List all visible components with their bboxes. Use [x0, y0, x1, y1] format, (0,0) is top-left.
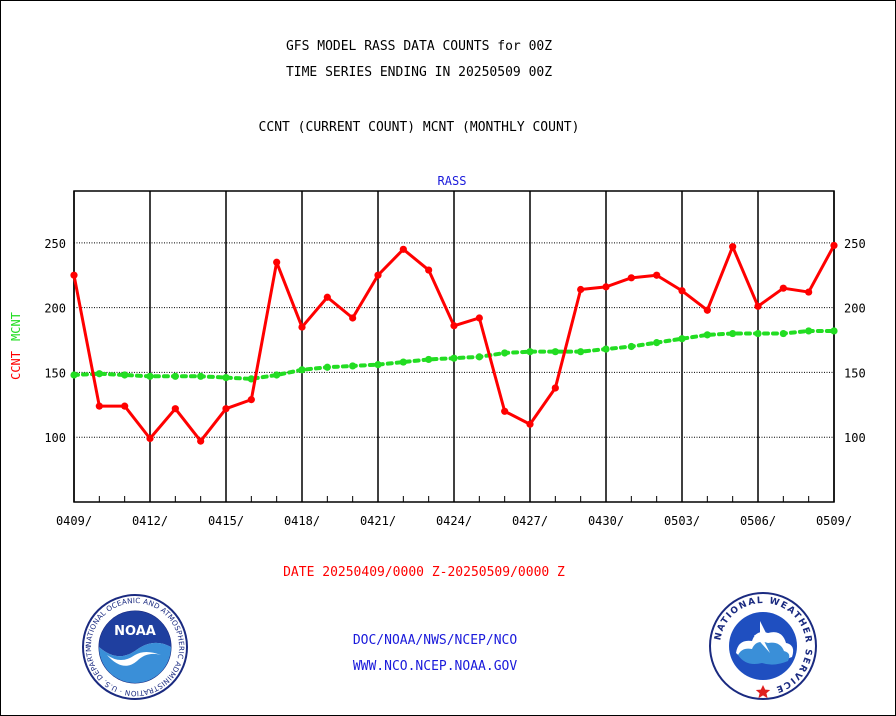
data-point-ccnt [273, 258, 281, 266]
data-point-mcnt [450, 354, 458, 362]
data-point-ccnt [779, 284, 787, 292]
data-point-mcnt [779, 329, 787, 338]
data-point-ccnt [501, 407, 509, 415]
data-point-mcnt [222, 374, 230, 382]
data-point-ccnt [247, 396, 255, 404]
data-point-mcnt [298, 366, 306, 374]
x-axis-date-range: DATE 20250409/0000 Z-20250509/0000 Z [283, 565, 565, 580]
data-point-ccnt [323, 293, 331, 301]
data-point-mcnt [577, 348, 585, 356]
y-tick-label-right: 200 [844, 302, 866, 316]
x-tick-label: 0503/ [664, 514, 700, 528]
y-tick-label-left: 150 [44, 366, 66, 380]
data-point-ccnt [349, 314, 357, 322]
data-point-ccnt [450, 322, 458, 330]
data-point-mcnt [830, 327, 838, 335]
x-tick-label: 0412/ [132, 514, 168, 528]
y-tick-label-left: 200 [44, 302, 66, 316]
panel-label: RASS [438, 174, 467, 188]
x-tick-label: 0415/ [208, 514, 244, 528]
nws-logo: NATIONAL WEATHER SERVICE [709, 592, 817, 700]
data-point-mcnt [754, 329, 762, 338]
noaa-logo: NATIONAL OCEANIC AND ATMOSPHERIC ADMINIS… [81, 593, 188, 700]
data-point-ccnt [95, 402, 103, 410]
data-point-ccnt [551, 384, 559, 392]
data-point-mcnt [273, 371, 281, 379]
x-tick-label: 0506/ [740, 514, 776, 528]
data-point-ccnt [475, 314, 483, 322]
y-axis-label-mcnt: MCNT [9, 312, 23, 341]
data-point-mcnt [374, 361, 382, 369]
x-tick-label: 0427/ [512, 514, 548, 528]
data-point-mcnt [70, 371, 78, 379]
x-tick-label: 0424/ [436, 514, 472, 528]
data-point-mcnt [247, 375, 255, 383]
data-point-ccnt [703, 306, 711, 314]
noaa-logo-text: NOAA [114, 624, 156, 639]
data-point-ccnt [425, 266, 433, 274]
y-tick-label-right: 250 [844, 237, 866, 251]
data-point-mcnt [399, 358, 407, 366]
data-point-mcnt [729, 329, 737, 338]
y-axis-label: CCNT MCNT [9, 312, 23, 380]
data-point-ccnt [830, 241, 838, 250]
data-point-ccnt [678, 287, 686, 295]
y-tick-label-right: 150 [844, 366, 866, 380]
data-point-mcnt [146, 372, 154, 380]
data-point-ccnt [121, 402, 129, 410]
y-tick-label-right: 100 [844, 431, 866, 445]
data-point-ccnt [805, 288, 813, 296]
credit-agency: DOC/NOAA/NWS/NCEP/NCO [352, 633, 518, 648]
chart-subtitle: TIME SERIES ENDING IN 20250509 00Z [285, 65, 553, 80]
x-tick-label: 0409/ [56, 514, 92, 528]
data-point-ccnt [627, 274, 635, 282]
data-point-ccnt [374, 271, 382, 279]
data-point-ccnt [197, 437, 205, 445]
y-tick-label-left: 250 [44, 237, 66, 251]
data-point-mcnt [475, 353, 483, 361]
x-tick-label: 0430/ [588, 514, 624, 528]
rass-chart: 100 100 150 150 200 200 250 250 0409/0412/0415/0… [9, 174, 866, 528]
data-point-mcnt [653, 339, 661, 347]
data-point-ccnt [653, 271, 661, 279]
data-point-mcnt [526, 348, 534, 356]
data-point-ccnt [298, 323, 306, 331]
data-point-ccnt [146, 434, 154, 443]
credit-website[interactable]: WWW.NCO.NCEP.NOAA.GOV [352, 659, 518, 674]
data-point-mcnt [425, 355, 433, 364]
data-point-mcnt [678, 335, 686, 343]
data-point-ccnt [602, 283, 610, 291]
data-point-mcnt [171, 372, 179, 380]
data-point-ccnt [754, 302, 762, 310]
data-point-mcnt [323, 363, 331, 371]
data-point-mcnt [551, 348, 559, 356]
data-point-mcnt [95, 370, 103, 378]
x-tick-label: 0418/ [284, 514, 320, 528]
data-point-ccnt [526, 420, 534, 428]
data-point-mcnt [703, 331, 711, 339]
y-tick-label-left: 100 [44, 431, 66, 445]
data-point-ccnt [729, 243, 737, 251]
data-point-mcnt [197, 372, 205, 380]
data-point-mcnt [805, 327, 813, 335]
data-point-mcnt [627, 342, 635, 351]
chart-title: GFS MODEL RASS DATA COUNTS for 00Z [285, 39, 553, 54]
counts-legend-title: CCNT (CURRENT COUNT) MCNT (MONTHLY COUNT… [258, 120, 580, 135]
data-point-mcnt [501, 349, 509, 357]
data-point-mcnt [349, 362, 357, 370]
x-tick-label: 0509/ [816, 514, 852, 528]
y-axis-label-ccnt: CCNT [9, 351, 23, 380]
data-point-mcnt [121, 371, 129, 379]
data-point-ccnt [577, 285, 585, 294]
data-point-ccnt [70, 271, 78, 279]
data-point-ccnt [222, 405, 230, 413]
x-tick-label: 0421/ [360, 514, 396, 528]
data-point-ccnt [399, 245, 407, 253]
data-point-mcnt [602, 345, 610, 353]
data-point-ccnt [171, 405, 179, 413]
